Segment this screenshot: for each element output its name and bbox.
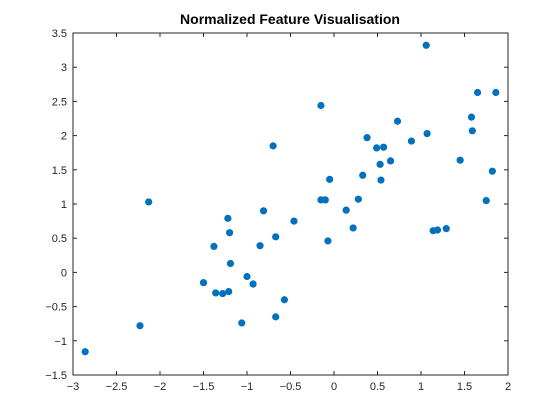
data-point	[238, 319, 246, 327]
x-tick-label: 1.5	[457, 381, 472, 393]
data-point	[386, 157, 395, 165]
x-tick-label: −2.5	[106, 381, 128, 393]
data-points	[81, 41, 500, 356]
x-tick-label: −2	[154, 381, 167, 393]
data-point	[363, 134, 371, 142]
data-point	[226, 229, 234, 237]
data-point	[433, 226, 442, 234]
data-point	[326, 175, 334, 183]
data-point	[145, 198, 153, 206]
data-point	[290, 217, 298, 225]
y-tick-label: 1	[61, 199, 67, 211]
axes: −3 −2.5 −2 −1.5 −1 −0.5 0 0.5 1 1.5 2 −1.5 −1 −0.5 0 0.…	[45, 28, 511, 393]
data-point	[482, 196, 490, 205]
data-point	[259, 207, 268, 215]
x-tick-label: −1	[241, 381, 254, 393]
data-point	[468, 127, 476, 135]
data-point	[269, 142, 277, 150]
data-point	[473, 88, 482, 97]
y-tick-label: 2	[61, 131, 67, 143]
data-point	[199, 279, 208, 287]
data-point	[423, 129, 431, 138]
data-point	[324, 237, 332, 245]
y-tick-label: 3	[61, 62, 67, 74]
data-point	[492, 88, 500, 97]
data-point	[373, 144, 381, 152]
data-point	[349, 224, 357, 232]
data-point	[321, 196, 329, 204]
data-point	[212, 289, 220, 297]
data-point	[226, 259, 235, 268]
y-tick-label: −0.5	[45, 302, 67, 314]
chart-title: Normalized Feature Visualisation	[180, 11, 400, 27]
data-point	[249, 280, 257, 288]
data-point	[272, 313, 280, 321]
y-tick-label: 3.5	[52, 28, 67, 40]
data-point	[210, 242, 218, 251]
data-point	[407, 137, 416, 145]
data-point	[467, 113, 476, 121]
x-tick-label: −0.5	[280, 381, 302, 393]
data-point	[488, 167, 496, 175]
data-point	[224, 214, 232, 222]
data-point	[81, 348, 89, 356]
data-point	[136, 322, 144, 330]
data-point	[442, 225, 450, 233]
data-point	[456, 156, 464, 164]
data-point	[393, 117, 402, 125]
y-tick-label: −1.5	[45, 370, 67, 382]
y-tick-label: 2.5	[52, 96, 67, 108]
data-point	[359, 171, 367, 179]
y-tick-label: −1	[54, 336, 67, 348]
x-tick-label: −3	[67, 381, 80, 393]
x-tick-label: 2	[505, 381, 511, 393]
data-point	[317, 101, 325, 110]
data-point	[342, 206, 350, 214]
x-tick-label: −1.5	[193, 381, 215, 393]
y-tick-label: 0.5	[52, 233, 67, 245]
data-point	[256, 242, 264, 250]
x-tick-label: 1	[418, 381, 424, 393]
y-tick-label: 0	[61, 267, 67, 279]
data-point	[422, 41, 430, 49]
data-point	[219, 290, 227, 298]
data-point	[225, 287, 233, 296]
data-point	[272, 233, 280, 241]
data-point	[377, 176, 385, 184]
y-tick-label: 1.5	[52, 165, 67, 177]
data-point	[376, 160, 384, 168]
data-point	[280, 296, 289, 304]
x-tick-label: 0	[331, 381, 337, 393]
x-tick-label: 0.5	[370, 381, 385, 393]
data-point	[243, 272, 251, 281]
data-point	[354, 195, 362, 203]
data-point	[379, 143, 388, 151]
